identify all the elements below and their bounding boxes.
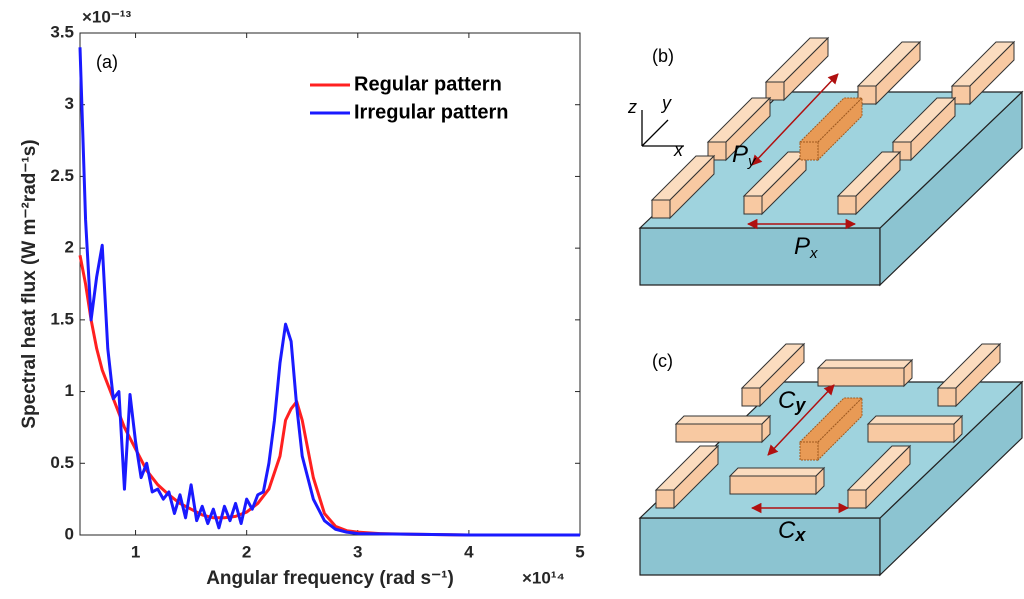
pillar-front: [847, 489, 867, 509]
axis-y: [641, 119, 669, 147]
annotation: (a): [96, 52, 118, 72]
pillar-front: [799, 141, 819, 161]
pillar-front: [743, 195, 763, 215]
legend-label: Irregular pattern: [354, 101, 508, 123]
x-multiplier: ×10¹⁴: [522, 568, 565, 587]
axis-label: x: [673, 140, 684, 160]
subscript: x: [794, 525, 806, 545]
pillar-front: [837, 195, 857, 215]
pillar-front: [937, 387, 957, 407]
pillar-top: [816, 359, 914, 369]
y-tick-label: 2: [65, 238, 74, 257]
chart: 0 0.5 1 1.5 2 2.5 3 3.5 1 2 3 4 5 ×10¹⁴ ×10⁻¹³ Angular …: [19, 7, 585, 589]
plot-area: [79, 32, 581, 536]
y-tick-label: 0.5: [50, 453, 74, 472]
letter: P: [794, 233, 810, 260]
y-axis-label: Spectral heat flux (W m⁻²rad⁻¹s): [19, 139, 40, 428]
period-label: Py: [732, 141, 757, 170]
series-line: [78, 47, 580, 537]
panel-label: (b): [652, 46, 674, 66]
pillar-front: [729, 475, 817, 495]
arrow-cy: [767, 384, 835, 456]
x-tick-label: 1: [131, 542, 140, 561]
x-tick-label: 4: [464, 542, 474, 561]
pillar-top: [866, 415, 964, 425]
slab-front: [639, 227, 881, 286]
letter: C: [778, 387, 796, 414]
pillar-front: [655, 489, 675, 509]
pillar-top: [728, 467, 826, 477]
pillar-front: [817, 367, 905, 387]
axis-label: z: [627, 97, 637, 117]
y-tick-label: 2.5: [50, 166, 74, 185]
y-tick-label: 0: [65, 524, 74, 543]
pillar-front: [651, 199, 671, 219]
y-tick-label: 1: [65, 381, 74, 400]
pillar-front: [675, 423, 763, 443]
x-tick-label: 3: [353, 542, 362, 561]
pillar-front: [867, 423, 955, 443]
period-label: Px: [794, 233, 818, 262]
slab-front: [639, 517, 881, 576]
y-multiplier: ×10⁻¹³: [82, 7, 131, 26]
pillar-front: [799, 441, 819, 461]
x-tick-label: 5: [575, 542, 584, 561]
period-label: Cx: [778, 517, 806, 544]
y-tick-label: 3.5: [50, 22, 74, 41]
pillar-front: [951, 85, 971, 105]
pillar-front: [765, 81, 785, 101]
pillar-top: [674, 415, 772, 425]
period-label: Cy: [778, 387, 806, 414]
panel-label: (c): [652, 351, 673, 371]
pillar-front: [741, 387, 761, 407]
y-tick-label: 3: [65, 94, 74, 113]
arrow-py: [751, 73, 839, 166]
y-tick-label: 1.5: [50, 309, 74, 328]
legend-label: Regular pattern: [354, 73, 502, 95]
pillars-c: [654, 342, 1002, 510]
subscript: y: [747, 153, 757, 170]
letter: C: [778, 517, 796, 544]
subscript: x: [809, 245, 818, 262]
diagrams: (b) x z y Px Py (c) Cx Cy: [627, 36, 1024, 577]
x-tick-label: 2: [242, 542, 251, 561]
subscript: y: [794, 395, 806, 415]
letter: P: [732, 141, 748, 168]
axis-label: y: [660, 93, 672, 113]
x-axis-label: Angular frequency (rad s⁻¹): [206, 568, 454, 589]
